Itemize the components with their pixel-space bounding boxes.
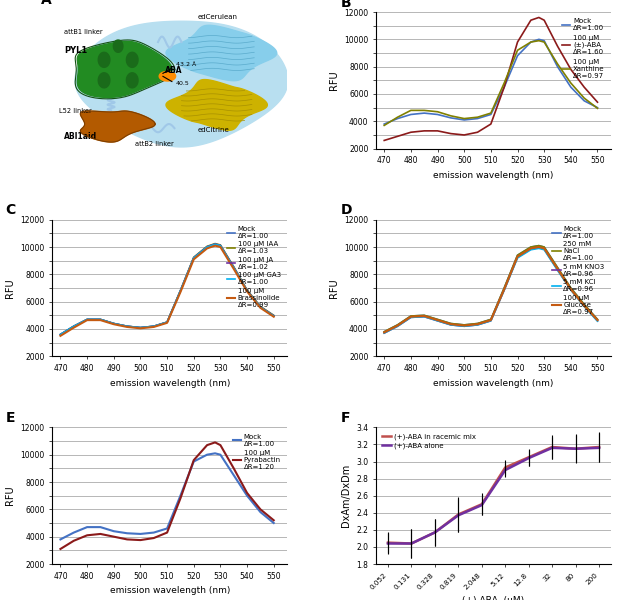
Polygon shape [80, 111, 155, 142]
Legend: Mock
ΔR=1.00, 100 μM
Pyrabactin
ΔR=1.20: Mock ΔR=1.00, 100 μM Pyrabactin ΔR=1.20 [230, 431, 284, 473]
Polygon shape [75, 21, 288, 147]
Legend: Mock
ΔR=1.00, 100 μM
(±)-ABA
ΔR=1.60, 100 μM
Xanthine
ΔR=0.97: Mock ΔR=1.00, 100 μM (±)-ABA ΔR=1.60, 10… [559, 16, 607, 82]
Text: C: C [6, 203, 16, 217]
Text: edCerulean: edCerulean [198, 14, 238, 20]
Text: B: B [341, 0, 352, 10]
Polygon shape [98, 73, 110, 88]
Y-axis label: RFU: RFU [329, 71, 339, 90]
Text: ABA: ABA [165, 67, 183, 76]
Text: E: E [6, 411, 15, 425]
Y-axis label: RFU: RFU [5, 486, 15, 505]
Text: 43.2 Å: 43.2 Å [176, 62, 196, 67]
Text: 40.5: 40.5 [176, 81, 189, 86]
X-axis label: emission wavelength (nm): emission wavelength (nm) [433, 379, 553, 388]
Text: F: F [341, 411, 350, 425]
Text: L52 linker: L52 linker [59, 108, 92, 114]
Y-axis label: DxAm/DxDm: DxAm/DxDm [341, 464, 351, 527]
X-axis label: emission wavelength (nm): emission wavelength (nm) [110, 586, 230, 595]
Y-axis label: RFU: RFU [5, 278, 15, 298]
Text: A: A [41, 0, 51, 7]
Polygon shape [126, 73, 138, 88]
X-axis label: emission wavelength (nm): emission wavelength (nm) [110, 379, 230, 388]
Text: PYL1: PYL1 [64, 46, 88, 55]
Y-axis label: RFU: RFU [329, 278, 339, 298]
Polygon shape [98, 52, 110, 67]
Legend: Mock
ΔR=1.00, 250 mM
NaCl
ΔR=1.00, 5 mM KNO3
ΔR=0.96, 5 mM KCl
ΔR=0.96, 100 μM
G: Mock ΔR=1.00, 250 mM NaCl ΔR=1.00, 5 mM … [550, 223, 607, 317]
X-axis label: emission wavelength (nm): emission wavelength (nm) [433, 171, 553, 180]
Text: edCitrine: edCitrine [198, 127, 230, 133]
Polygon shape [166, 80, 267, 130]
Legend: Mock
ΔR=1.00, 100 μM IAA
ΔR=1.03, 100 μM JA
ΔR=1.02, 100 μM GA3
ΔR=1.00, 100 μM
: Mock ΔR=1.00, 100 μM IAA ΔR=1.03, 100 μM… [224, 223, 284, 310]
Polygon shape [159, 71, 176, 81]
Text: D: D [341, 203, 352, 217]
Polygon shape [77, 41, 172, 97]
Text: attB2 linker: attB2 linker [135, 141, 173, 147]
Polygon shape [114, 40, 123, 52]
Text: ABI1aid: ABI1aid [64, 132, 97, 141]
X-axis label: (+)-ABA  (μM): (+)-ABA (μM) [463, 596, 524, 600]
Polygon shape [166, 25, 277, 80]
Polygon shape [126, 52, 138, 67]
Text: attB1 linker: attB1 linker [64, 29, 103, 35]
Legend: (+)-ABA in racemic mix, (+)-ABA alone: (+)-ABA in racemic mix, (+)-ABA alone [379, 431, 478, 452]
